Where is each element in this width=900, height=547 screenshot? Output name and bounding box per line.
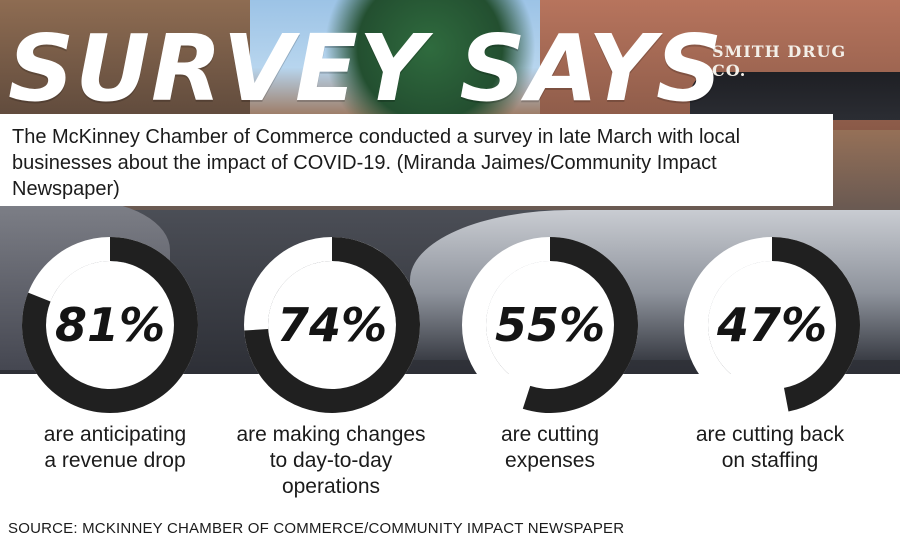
headline: SURVEY SAYS [8, 15, 724, 122]
donut-1-description-line: a revenue drop [44, 449, 186, 472]
donut-2-svg [244, 237, 420, 413]
donut-3: 55% [460, 235, 640, 415]
background-sign-text: SMITH DRUG CO. [712, 42, 847, 80]
donut-4-description-line: on staffing [721, 449, 819, 472]
caption: The McKinney Chamber of Commerce conduct… [0, 114, 833, 206]
donut-4-description: are cutting back on staffing [655, 422, 885, 474]
background-tree [320, 0, 540, 120]
donut-2-value: 74% [276, 298, 388, 352]
donut-4-value: 47% [716, 298, 828, 352]
donut-3-description-line: expenses [505, 449, 595, 472]
donut-4-arc [772, 237, 861, 412]
donut-4: 47% [682, 235, 862, 415]
donut-2-description-line: are making changes [236, 423, 426, 446]
donut-3-center [486, 261, 614, 389]
donut-1: 81% [20, 235, 200, 415]
donut-3-svg [462, 237, 638, 413]
donut-2-description-line: to day-to-day [269, 449, 393, 472]
donut-1-value: 81% [54, 298, 166, 352]
background-awning [690, 72, 900, 120]
donut-3-description: are cutting expenses [435, 422, 665, 474]
donut-2-description: are making changes to day-to-day operati… [216, 422, 446, 500]
donut-3-value: 55% [494, 298, 606, 352]
donut-4-description-line: are cutting back [695, 423, 845, 446]
donut-3-description-line: are cutting [500, 423, 600, 446]
source-line: SOURCE: MCKINNEY CHAMBER OF COMMERCE/COM… [8, 520, 625, 537]
donut-3-arc [522, 237, 638, 413]
donut-1-description: are anticipating a revenue drop [0, 422, 230, 474]
donut-1-svg [21, 237, 198, 413]
donut-4-svg [684, 237, 861, 413]
donut-1-center [46, 261, 174, 389]
donut-1-description-line: are anticipating [43, 423, 187, 446]
donut-4-center [708, 261, 836, 389]
donut-2-description-line: operations [281, 475, 381, 498]
donut-2-center [268, 261, 396, 389]
background-building-left [0, 0, 250, 120]
donut-2: 74% [242, 235, 422, 415]
